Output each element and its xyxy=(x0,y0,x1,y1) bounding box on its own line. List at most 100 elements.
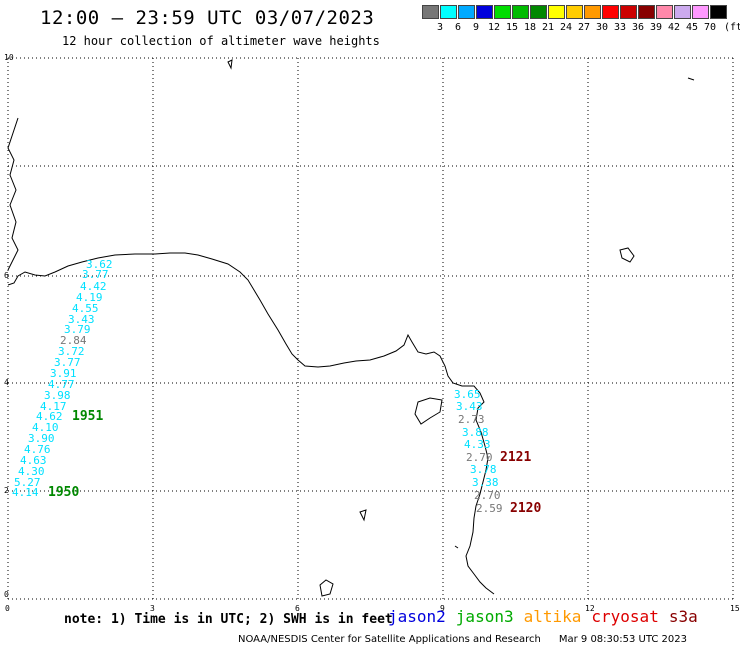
wave-height-value: 4.77 xyxy=(48,378,75,391)
chart-subtitle: 12 hour collection of altimeter wave hei… xyxy=(62,34,380,48)
axis-ticks: 0 3 6 9 12 15 0 2 4 6 10 xyxy=(4,53,740,613)
y-tick-label: 0 xyxy=(4,590,9,599)
satellite-cryosat: cryosat xyxy=(591,607,659,626)
scale-swatch xyxy=(692,5,709,19)
islet-south xyxy=(454,545,459,549)
x-tick-label: 0 xyxy=(5,604,10,613)
scale-swatch xyxy=(548,5,565,19)
scale-swatch xyxy=(422,5,439,19)
gulf-coastline xyxy=(7,252,495,595)
wave-height-value: 3.77 xyxy=(82,268,109,281)
scale-swatch xyxy=(440,5,457,19)
satellite-legend: jason2 jason3 altika cryosat s3a xyxy=(388,607,708,626)
wave-height-value: 3.90 xyxy=(28,432,55,445)
scale-label: 39 xyxy=(649,22,663,33)
wave-height-value: 5.27 xyxy=(14,476,41,489)
islet-mid xyxy=(359,509,367,522)
wave-height-value: 4.30 xyxy=(18,465,45,478)
credit-text: NOAA/NESDIS Center for Satellite Applica… xyxy=(238,634,541,645)
wave-height-labels: 3.623.774.424.194.553.433.792.843.723.77… xyxy=(12,258,541,516)
scale-label: 33 xyxy=(613,22,627,33)
wave-height-value: 3.91 xyxy=(50,367,77,380)
western-shoreline xyxy=(7,117,19,271)
islet-ne xyxy=(687,77,695,81)
wave-height-value: 4.55 xyxy=(72,302,99,315)
wave-height-value: 2.59 xyxy=(476,502,503,515)
wave-height-value: 3.77 xyxy=(54,356,81,369)
scale-swatch xyxy=(620,5,637,19)
scale-label: 3 xyxy=(436,22,444,33)
pass-time-label: 2120 xyxy=(510,501,541,516)
y-tick-label: 2 xyxy=(4,486,9,495)
scale-label: 21 xyxy=(541,22,555,33)
scale-label: 18 xyxy=(523,22,537,33)
scale-label: 70 xyxy=(703,22,717,33)
wave-height-value: 3.43 xyxy=(68,313,95,326)
scale-label: 30 xyxy=(595,22,609,33)
island-east xyxy=(619,247,635,263)
wave-height-value: 4.19 xyxy=(76,291,103,304)
credit-timestamp: Mar 9 08:30:53 UTC 2023 xyxy=(558,634,687,645)
scale-swatch xyxy=(656,5,673,19)
scale-label: 45 xyxy=(685,22,699,33)
satellite-altika: altika xyxy=(523,607,582,626)
scale-label: 24 xyxy=(559,22,573,33)
x-tick-label: 6 xyxy=(295,604,300,613)
wave-height-value: 2.70 xyxy=(474,489,501,502)
scale-swatch xyxy=(494,5,511,19)
wave-height-value: 3.72 xyxy=(58,345,85,358)
scale-swatch xyxy=(674,5,691,19)
scale-label: 42 xyxy=(667,22,681,33)
scale-swatch xyxy=(476,5,493,19)
wave-height-value: 2.84 xyxy=(60,334,87,347)
coastline xyxy=(7,59,695,597)
wave-height-value: 4.62 xyxy=(36,410,63,423)
x-tick-label: 12 xyxy=(585,604,595,613)
footer-note: note: 1) Time is in UTC; 2) SWH is in fe… xyxy=(64,612,393,627)
scale-swatch xyxy=(710,5,727,19)
y-tick-label: 6 xyxy=(4,271,9,280)
wave-height-value: 2.70 xyxy=(466,451,493,464)
wave-height-value: 3.65 xyxy=(454,388,481,401)
wave-height-value: 3.79 xyxy=(64,323,91,336)
wave-height-value: 3.98 xyxy=(44,389,71,402)
island-north xyxy=(227,59,233,70)
scale-label: 6 xyxy=(454,22,462,33)
chart-title: 12:00 – 23:59 UTC 03/07/2023 xyxy=(40,7,375,29)
wave-height-value: 2.73 xyxy=(458,413,485,426)
scale-label: 12 xyxy=(487,22,501,33)
x-tick-label: 9 xyxy=(440,604,445,613)
wave-height-value: 4.42 xyxy=(80,280,107,293)
wave-height-value: 3.62 xyxy=(86,258,113,271)
wave-height-value: 4.10 xyxy=(32,421,59,434)
wave-height-value: 4.76 xyxy=(24,443,51,456)
scale-swatch xyxy=(584,5,601,19)
island-small xyxy=(319,579,334,597)
wave-height-value: 3.78 xyxy=(470,463,497,476)
wave-height-value: 4.63 xyxy=(20,454,47,467)
wave-height-value: 3.88 xyxy=(462,426,489,439)
scale-swatch xyxy=(458,5,475,19)
scale-label: 36 xyxy=(631,22,645,33)
scale-swatch xyxy=(530,5,547,19)
satellite-s3a: s3a xyxy=(668,607,698,626)
wave-height-value: 4.33 xyxy=(464,438,491,451)
satellite-jason2: jason2 xyxy=(388,607,446,626)
pass-time-label: 1951 xyxy=(72,409,103,424)
scale-swatch xyxy=(566,5,583,19)
x-tick-label: 15 xyxy=(730,604,740,613)
scale-label: 15 xyxy=(505,22,519,33)
map-grid xyxy=(7,57,734,600)
wave-height-value: 3.43 xyxy=(456,400,483,413)
wave-height-value: 3.38 xyxy=(472,476,499,489)
scale-label: 9 xyxy=(472,22,480,33)
scale-swatch xyxy=(638,5,655,19)
credit-line: NOAA/NESDIS Center for Satellite Applica… xyxy=(238,634,687,645)
x-tick-label: 3 xyxy=(150,604,155,613)
wave-height-value: 4.17 xyxy=(40,400,67,413)
pass-time-label: 2121 xyxy=(500,450,531,465)
y-tick-label: 10 xyxy=(4,53,14,62)
pass-time-label: 1950 xyxy=(48,485,79,500)
y-tick-label: 4 xyxy=(4,378,9,387)
